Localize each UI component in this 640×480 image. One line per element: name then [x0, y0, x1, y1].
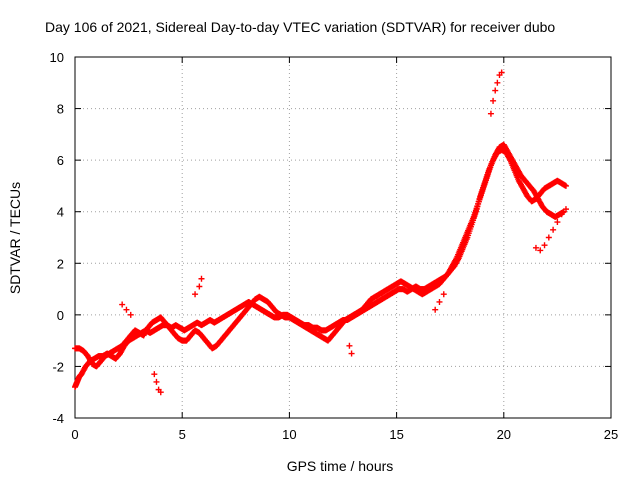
- y-tick-label: 2: [57, 256, 64, 271]
- data-point: [127, 311, 134, 318]
- data-point: [432, 306, 439, 313]
- data-point: [562, 182, 569, 189]
- y-tick-label: 8: [57, 102, 64, 117]
- data-point: [119, 301, 126, 308]
- x-tick-label: 20: [497, 427, 511, 442]
- data-point: [558, 211, 565, 218]
- data-point: [532, 244, 539, 251]
- series-excursions: [119, 69, 569, 396]
- data-point: [452, 256, 459, 263]
- y-tick-label: -4: [52, 411, 64, 426]
- x-tick-label: 15: [389, 427, 403, 442]
- data-point: [436, 298, 443, 305]
- data-point: [498, 69, 505, 76]
- data-point: [490, 97, 497, 104]
- data-point: [550, 226, 557, 233]
- data-point: [492, 87, 499, 94]
- y-tick-label: 10: [50, 50, 64, 65]
- data-point: [348, 350, 355, 357]
- data-point: [123, 306, 130, 313]
- data-point: [196, 283, 203, 290]
- data-point: [537, 247, 544, 254]
- data-point: [562, 206, 569, 213]
- data-point: [541, 242, 548, 249]
- x-tick-label: 25: [604, 427, 618, 442]
- series-main: [72, 146, 569, 391]
- data-point: [440, 291, 447, 298]
- x-axis-label: GPS time / hours: [287, 458, 394, 474]
- data-point: [554, 219, 561, 226]
- chart-labels: Day 106 of 2021, Sidereal Day-to-day VTE…: [7, 19, 555, 474]
- series-secondary: [72, 141, 567, 370]
- chart-title: Day 106 of 2021, Sidereal Day-to-day VTE…: [45, 19, 555, 35]
- plot-frame: [74, 56, 612, 419]
- y-tick-label: -2: [52, 359, 64, 374]
- data-point: [487, 110, 494, 117]
- x-tick-label: 0: [71, 427, 78, 442]
- data-point: [494, 79, 501, 86]
- axes: 0 5 10 15 20 25 -4 -2 0 2 4 6 8 10: [50, 50, 619, 442]
- data-point: [192, 291, 199, 298]
- data-point: [346, 342, 353, 349]
- x-tick-label: 5: [179, 427, 186, 442]
- grid: [75, 57, 611, 418]
- y-axis-label: SDTVAR / TECUs: [7, 182, 23, 294]
- data-point: [153, 378, 160, 385]
- data-series: [72, 69, 569, 396]
- y-tick-label: 4: [57, 205, 64, 220]
- y-tick-label: 6: [57, 153, 64, 168]
- data-point: [151, 371, 158, 378]
- data-point: [198, 275, 205, 282]
- x-tick-label: 10: [282, 427, 296, 442]
- data-point: [545, 234, 552, 241]
- data-point: [157, 389, 164, 396]
- y-tick-label: 0: [57, 308, 64, 323]
